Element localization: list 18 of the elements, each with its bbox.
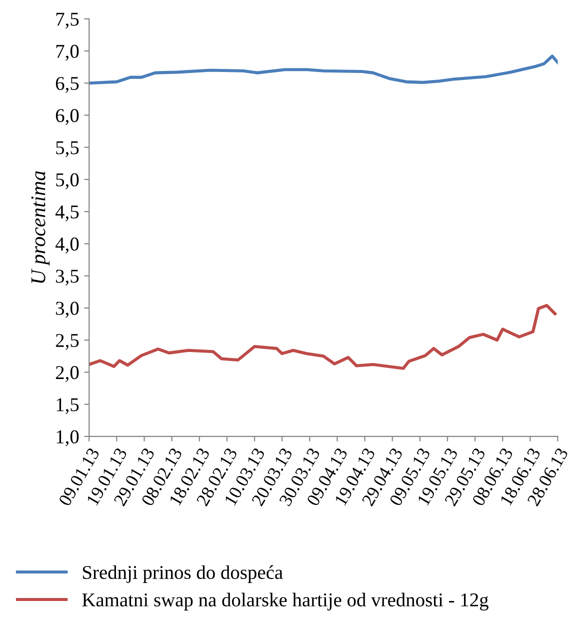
y-tick-label: 7,0 bbox=[56, 44, 79, 61]
y-tick-label: 6,0 bbox=[56, 109, 79, 125]
y-tick-label: 2,5 bbox=[56, 334, 79, 350]
y-tick-label: 3,0 bbox=[56, 302, 79, 318]
y-tick-label: 1,0 bbox=[56, 430, 79, 446]
legend-label: Kamatni swap na dolarske hartije od vrednosti - 12g bbox=[82, 592, 488, 610]
y-tick-label: 7,5 bbox=[56, 12, 79, 29]
y-tick-label: 3,5 bbox=[56, 270, 79, 286]
y-tick-label: 4,5 bbox=[55, 206, 79, 222]
y-tick-label: 5,5 bbox=[56, 141, 79, 158]
line-series bbox=[89, 54, 558, 85]
y-tick-label: 1,5 bbox=[56, 398, 79, 414]
y-tick-label: 5,0 bbox=[56, 173, 79, 190]
y-tick-label: 6,5 bbox=[56, 76, 79, 93]
y-tick-label: 2,0 bbox=[56, 366, 79, 382]
y-tick-label: 4,0 bbox=[55, 238, 79, 254]
y-axis-title: U procentima bbox=[31, 171, 50, 283]
legend-label: Srednji prinos do dospeća bbox=[82, 565, 283, 583]
